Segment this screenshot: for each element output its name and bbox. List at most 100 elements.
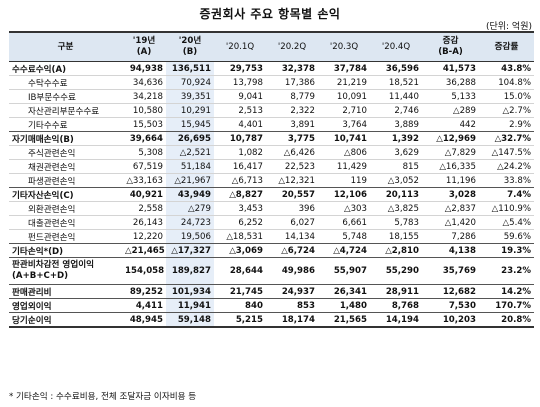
cell-2020: 136,511 — [166, 61, 214, 76]
cell-2020: 15,945 — [166, 117, 214, 132]
cell-q3: 26,341 — [318, 284, 370, 299]
row-label: 파생관련손익 — [9, 173, 122, 188]
cell-2019: 26,143 — [122, 215, 166, 230]
cell-rate: 19.3% — [479, 243, 534, 258]
cell-q1: 840 — [214, 298, 266, 313]
row-label: 기타자산손익(C) — [9, 187, 122, 202]
cell-q1: 9,041 — [214, 89, 266, 104]
cell-q1: 2,513 — [214, 103, 266, 118]
cell-2020: 59,148 — [166, 312, 214, 328]
table-row: 판매관리비 89,252 101,934 21,745 24,937 26,341 28,9… — [9, 284, 534, 299]
cell-diff: △289 — [422, 103, 479, 118]
cell-q4: 20,113 — [370, 187, 422, 202]
table-header-row: 구분 '19년 (A) '20년 (B) '20.1Q '20.2Q '20.3Q … — [9, 31, 534, 62]
row-label: 판관비차감전 영업이익(A+B+C+D) — [9, 257, 122, 285]
cell-q4: 14,194 — [370, 312, 422, 328]
cell-2020: 70,924 — [166, 75, 214, 90]
cell-q4: 2,746 — [370, 103, 422, 118]
cell-q1: 16,417 — [214, 159, 266, 174]
cell-q4: 8,768 — [370, 298, 422, 313]
cell-q2: 14,134 — [266, 229, 318, 244]
cell-rate: 7.4% — [479, 187, 534, 202]
cell-q4: 28,911 — [370, 284, 422, 299]
row-label: 채권관련손익 — [9, 159, 122, 174]
header-q4: '20.4Q — [370, 31, 422, 62]
cell-rate: △110.9% — [479, 201, 534, 216]
cell-2020: △279 — [166, 201, 214, 216]
cell-q1: 5,215 — [214, 312, 266, 328]
cell-2019: 10,580 — [122, 103, 166, 118]
cell-2020: 10,291 — [166, 103, 214, 118]
cell-q2: 22,523 — [266, 159, 318, 174]
cell-2019: 34,636 — [122, 75, 166, 90]
cell-2020: 189,827 — [166, 257, 214, 285]
cell-2020: 26,695 — [166, 131, 214, 146]
cell-q4: 5,783 — [370, 215, 422, 230]
cell-q2: 2,322 — [266, 103, 318, 118]
cell-q2: 24,937 — [266, 284, 318, 299]
cell-2019: 5,308 — [122, 145, 166, 160]
cell-2020: 24,723 — [166, 215, 214, 230]
cell-rate: △32.7% — [479, 131, 534, 146]
cell-2019: 15,503 — [122, 117, 166, 132]
cell-q4: 3,889 — [370, 117, 422, 132]
cell-q4: 36,596 — [370, 61, 422, 76]
row-label: 판매관리비 — [9, 284, 122, 299]
cell-q2: 6,027 — [266, 215, 318, 230]
cell-rate: 23.2% — [479, 257, 534, 285]
cell-q4: 3,629 — [370, 145, 422, 160]
header-q2: '20.2Q — [266, 31, 318, 62]
table-body: 수수료수익(A) 94,938 136,511 29,753 32,378 37,784 3… — [9, 61, 534, 328]
cell-q2: 396 — [266, 201, 318, 216]
cell-q2: 3,891 — [266, 117, 318, 132]
cell-q4: △2,810 — [370, 243, 422, 258]
cell-q3: 37,784 — [318, 61, 370, 76]
cell-q1: 1,082 — [214, 145, 266, 160]
cell-q4: △3,825 — [370, 201, 422, 216]
row-label: 펀드관련손익 — [9, 229, 122, 244]
table-row: 펀드관련손익 12,220 19,506 △18,531 14,134 5,748 18,1… — [9, 229, 534, 244]
cell-q4: 815 — [370, 159, 422, 174]
header-2020: '20년 (B) — [166, 31, 214, 62]
cell-rate: 2.9% — [479, 117, 534, 132]
cell-q1: △8,827 — [214, 187, 266, 202]
cell-q3: 119 — [318, 173, 370, 188]
cell-q2: 49,986 — [266, 257, 318, 285]
table-row: 기타자산손익(C) 40,921 43,949 △8,827 20,557 12,106 2… — [9, 187, 534, 202]
table-row: 영업외이익 4,411 11,941 840 853 1,480 8,768 7,530 170… — [9, 298, 534, 313]
cell-2019: 4,411 — [122, 298, 166, 313]
cell-2019: 34,218 — [122, 89, 166, 104]
cell-q3: 10,741 — [318, 131, 370, 146]
cell-q1: 21,745 — [214, 284, 266, 299]
cell-diff: 36,288 — [422, 75, 479, 90]
cell-q1: 28,644 — [214, 257, 266, 285]
cell-rate: 15.0% — [479, 89, 534, 104]
row-label: 자기매매손익(B) — [9, 131, 122, 146]
cell-diff: 442 — [422, 117, 479, 132]
cell-diff: 5,133 — [422, 89, 479, 104]
cell-q2: 17,386 — [266, 75, 318, 90]
cell-rate: 170.7% — [479, 298, 534, 313]
cell-2020: 19,506 — [166, 229, 214, 244]
header-2019: '19년 (A) — [122, 31, 166, 62]
row-label: 자산관리부문수수료 — [9, 103, 122, 118]
cell-2019: 39,664 — [122, 131, 166, 146]
cell-2019: 89,252 — [122, 284, 166, 299]
cell-diff: △7,829 — [422, 145, 479, 160]
row-label: 수탁수수료 — [9, 75, 122, 90]
cell-2019: 12,220 — [122, 229, 166, 244]
cell-q1: 13,798 — [214, 75, 266, 90]
cell-q1: 4,401 — [214, 117, 266, 132]
row-label: 기타손익*(D) — [9, 243, 122, 258]
table-row: 외환관련손익 2,558 △279 3,453 396 △303 △3,825 △2,837 △… — [9, 201, 534, 216]
table-row: 대출관련손익 26,143 24,723 6,252 6,027 6,661 5,783 △1… — [9, 215, 534, 230]
cell-rate: △2.7% — [479, 103, 534, 118]
cell-2019: △33,163 — [122, 173, 166, 188]
cell-q4: 11,440 — [370, 89, 422, 104]
cell-q1: △18,531 — [214, 229, 266, 244]
row-label: 기타수수료 — [9, 117, 122, 132]
cell-q2: 32,378 — [266, 61, 318, 76]
cell-2019: △21,465 — [122, 243, 166, 258]
cell-diff: 7,286 — [422, 229, 479, 244]
cell-q1: 6,252 — [214, 215, 266, 230]
